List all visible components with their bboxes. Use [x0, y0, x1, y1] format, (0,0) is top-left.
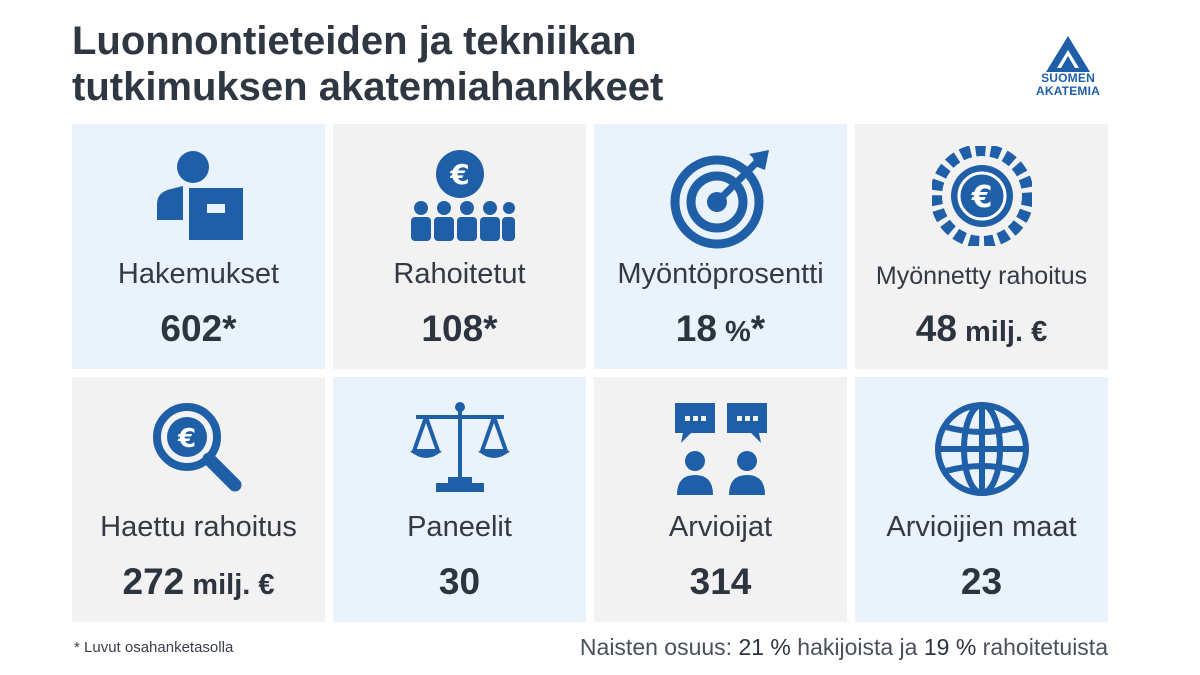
card-value: 272 milj. € [122, 561, 275, 602]
card-label: Paneelit [407, 511, 512, 543]
globe-icon [932, 399, 1032, 499]
card-value: 30 [438, 561, 481, 602]
card-label: Haettu rahoitus [100, 511, 297, 543]
target-icon [669, 146, 773, 250]
logo-triangle-icon [1046, 36, 1090, 72]
logo-text-line-2: AKATEMIA [1035, 84, 1101, 98]
reviewers-chat-icon [669, 399, 773, 499]
card-value: 18 %* [675, 308, 766, 349]
euro-magnifier-icon: € [149, 399, 249, 499]
card-acceptance-rate: Myöntöprosentti 18 %* [594, 124, 847, 369]
svg-text:€: € [449, 158, 469, 191]
card-value: 108* [421, 308, 498, 349]
card-funded: € Rahoitetut 108* [333, 124, 586, 369]
page-title: Luonnontieteiden ja tekniikan tutkimukse… [72, 18, 663, 110]
card-granted-funding: € Myönnetty rahoitus 48 milj. € [855, 124, 1108, 369]
women-share-note: Naisten osuus: 21 % hakijoista ja 19 % r… [579, 634, 1108, 660]
card-value: 602* [160, 308, 237, 349]
card-requested-funding: € Haettu rahoitus 272 milj. € [72, 377, 325, 622]
title-line-1: Luonnontieteiden ja tekniikan [72, 19, 637, 63]
card-label: Myöntöprosentti [617, 258, 824, 290]
card-reviewer-countries: Arvioijien maat 23 [855, 377, 1108, 622]
euro-coin-icon: € [931, 146, 1032, 246]
card-label: Myönnetty rahoitus [875, 262, 1088, 290]
title-line-2: tutkimuksen akatemiahankkeet [72, 65, 664, 109]
card-label: Hakemukset [117, 258, 280, 290]
logo-text-line-1: SUOMEN [1041, 71, 1095, 85]
card-value: 23 [960, 561, 1003, 602]
footnote: * Luvut osahanketasolla [74, 639, 234, 656]
funded-group-euro-icon: € [405, 146, 515, 246]
applicant-person-icon [149, 146, 249, 246]
card-panels: Paneelit 30 [333, 377, 586, 622]
card-label: Arvioijat [668, 511, 773, 543]
svg-text:€: € [176, 424, 195, 454]
card-value: 48 milj. € [915, 308, 1048, 349]
card-reviewers: Arvioijat 314 [594, 377, 847, 622]
card-value: 314 [689, 561, 752, 602]
card-label: Arvioijien maat [886, 511, 1077, 543]
card-applications: Hakemukset 602* [72, 124, 325, 369]
svg-text:€: € [970, 180, 992, 215]
suomen-akatemia-logo: SUOMEN AKATEMIA [1030, 36, 1106, 106]
stats-grid: Hakemukset 602* € Rahoitetut 108* [72, 124, 1108, 622]
card-label: Rahoitetut [393, 258, 526, 290]
scales-icon [408, 399, 512, 499]
